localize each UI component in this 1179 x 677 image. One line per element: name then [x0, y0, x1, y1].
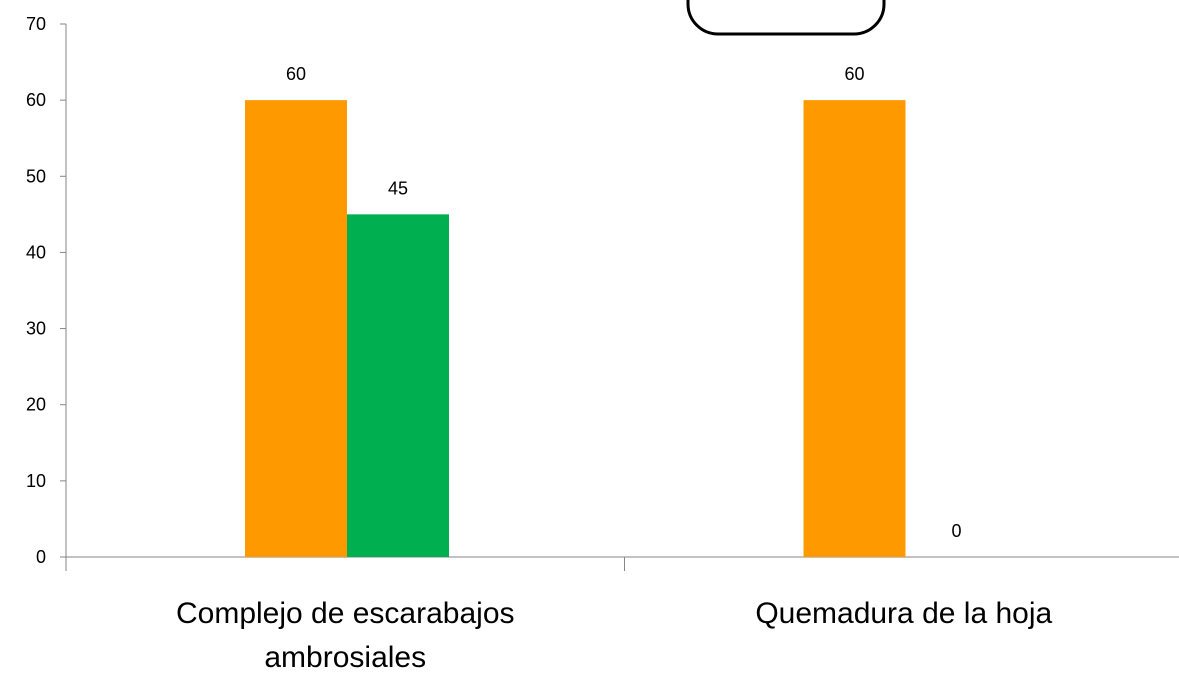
category-label: Quemadura de la hoja	[755, 597, 1052, 630]
category-labels: Complejo de escarabajos ambrosiales Quemad…	[176, 597, 1053, 674]
y-tick-label: 70	[26, 14, 46, 34]
category-label: Complejo de escarabajos	[176, 597, 515, 630]
bar	[245, 100, 347, 558]
y-axis: 0 10 20 30 40 50 60 70	[26, 14, 67, 567]
data-label: 60	[286, 64, 306, 84]
x-axis	[65, 556, 1179, 571]
bar	[347, 214, 449, 557]
y-tick-label: 20	[26, 395, 46, 415]
data-label: 0	[951, 521, 961, 541]
y-tick-label: 10	[26, 471, 46, 491]
top-box-shape	[686, 0, 886, 36]
data-label: 60	[844, 64, 864, 84]
data-label: 45	[388, 178, 408, 198]
y-tick-label: 50	[26, 166, 46, 186]
y-tick-label: 40	[26, 242, 46, 262]
category-label: ambrosiales	[264, 641, 426, 674]
bar	[803, 100, 906, 558]
data-labels: 60 45 60 0	[286, 64, 962, 541]
y-tick-label: 0	[36, 547, 46, 567]
y-tick-label: 60	[26, 90, 46, 110]
y-tick-label: 30	[26, 319, 46, 339]
bars	[245, 100, 906, 558]
